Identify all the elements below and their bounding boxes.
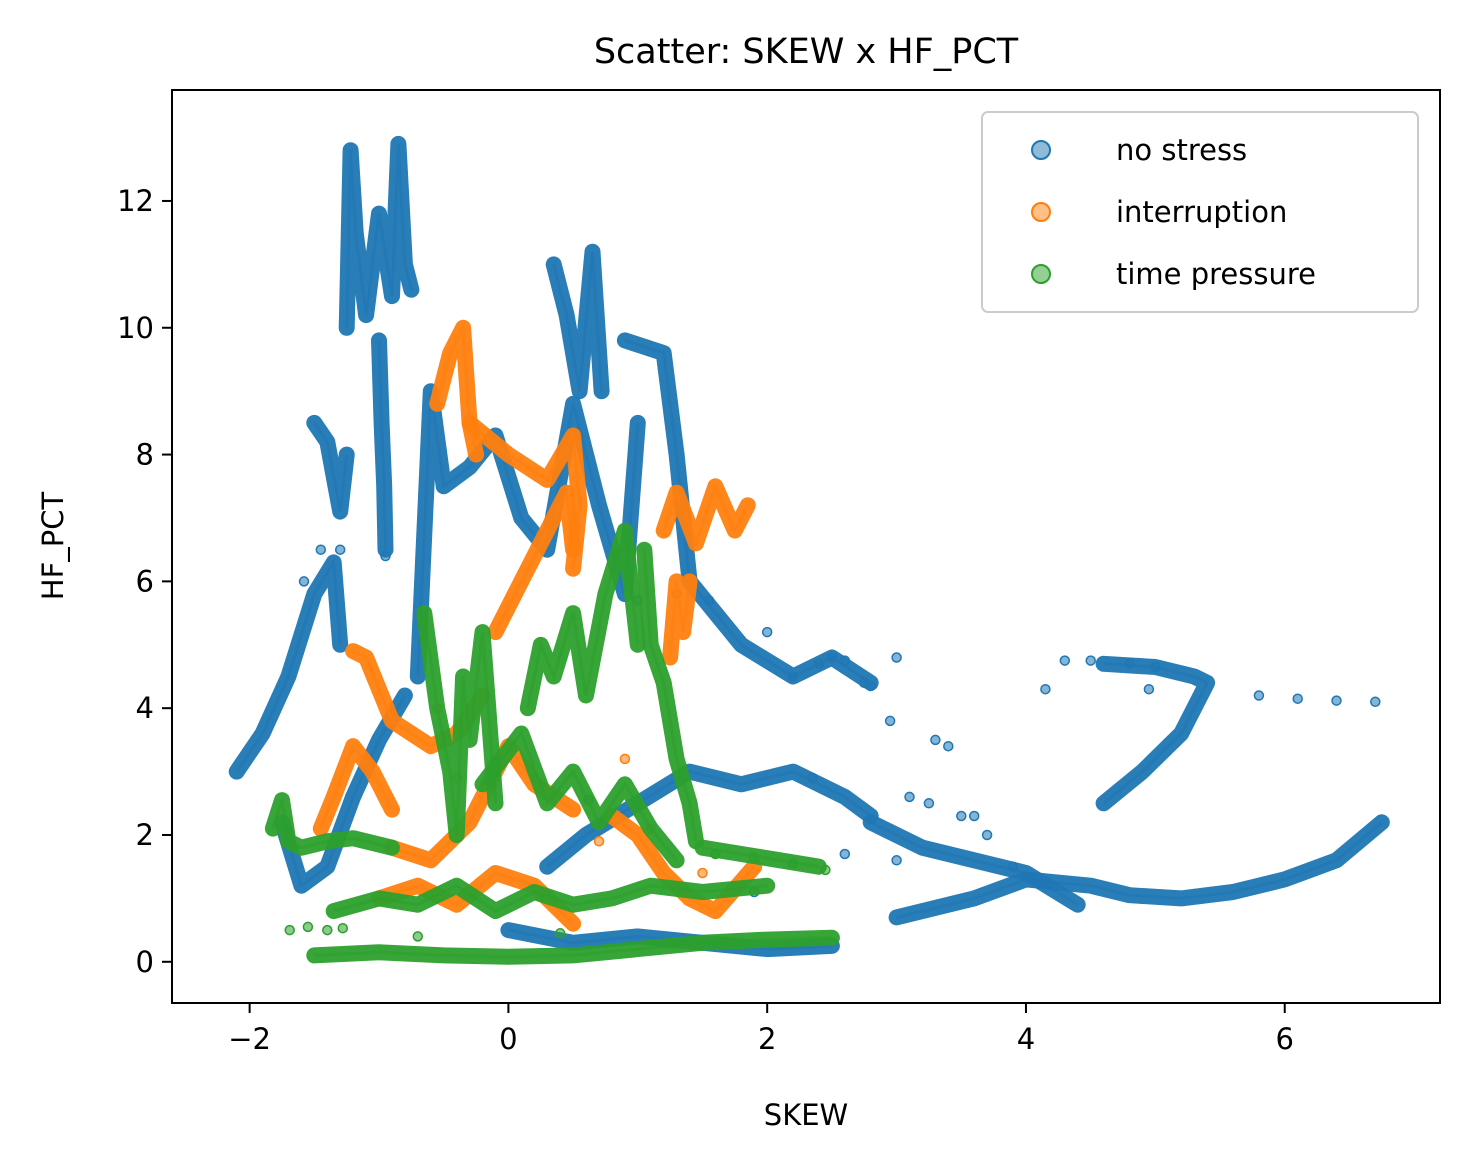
data-trail-core	[377, 340, 387, 550]
data-point	[1253, 690, 1265, 701]
data-point	[904, 791, 915, 803]
data-trail-core	[314, 936, 832, 959]
data-trail-core	[235, 557, 342, 773]
data-point	[619, 753, 631, 765]
data-point	[1331, 695, 1342, 706]
data-trail-core	[668, 581, 692, 658]
data-point	[322, 924, 333, 936]
data-point	[839, 655, 851, 666]
data-point	[1124, 658, 1135, 670]
data-trail-core	[345, 143, 413, 328]
data-point	[826, 652, 838, 663]
data-trail-core	[552, 251, 604, 392]
data-point	[761, 626, 773, 638]
data-point	[1007, 861, 1019, 872]
data-point	[956, 810, 967, 822]
data-trail-core	[271, 799, 393, 850]
data-point	[554, 928, 566, 939]
y-tick-label: 10	[117, 311, 154, 345]
data-point	[820, 864, 831, 876]
y-tick-label: 2	[136, 818, 154, 852]
data-point	[891, 855, 902, 866]
data-point	[981, 829, 993, 841]
data-point	[943, 740, 954, 752]
data-point	[315, 544, 327, 555]
legend: no stress interruption time pressure	[981, 111, 1419, 313]
data-point	[1059, 655, 1071, 666]
data-trail-core	[494, 487, 575, 633]
data-point	[284, 924, 295, 936]
data-trail-core	[546, 769, 872, 868]
data-point	[1040, 683, 1051, 695]
y-axis: 0 2 4 6 8 10 12	[117, 184, 172, 979]
data-trail-core	[319, 743, 394, 830]
y-tick-label: 6	[136, 564, 154, 598]
data-trail-core	[526, 530, 640, 709]
data-trail-core	[896, 821, 1383, 919]
data-point	[1143, 683, 1155, 695]
x-tick-label: −2	[228, 1022, 271, 1056]
legend-label: time pressure	[1116, 257, 1316, 291]
data-point	[1150, 661, 1161, 673]
data-trail-core	[662, 482, 750, 548]
data-trail-core	[702, 846, 820, 869]
data-point	[697, 867, 708, 879]
data-trail-core	[333, 883, 768, 913]
y-axis-label: HF_PCT	[36, 492, 70, 601]
x-axis: −2 0 2 4 6	[228, 1003, 1294, 1056]
x-tick-label: 0	[499, 1022, 517, 1056]
data-point	[748, 851, 760, 863]
legend-label: interruption	[1116, 195, 1287, 229]
data-trail-core	[416, 390, 640, 677]
data-point	[968, 810, 980, 822]
data-point	[302, 921, 314, 933]
y-tick-label: 0	[136, 945, 154, 979]
legend-label: no stress	[1116, 133, 1247, 167]
data-trail-core	[313, 422, 349, 512]
data-point	[813, 658, 825, 670]
plot-frame	[171, 89, 1441, 1004]
data-point	[839, 848, 851, 860]
series-no-stress	[228, 135, 1390, 958]
data-point	[298, 576, 310, 587]
data-point	[337, 922, 349, 934]
data-point	[412, 931, 424, 942]
data-point	[334, 544, 346, 555]
data-point	[703, 595, 715, 606]
x-axis-label: SKEW	[764, 1098, 848, 1132]
x-tick-label: 2	[758, 1022, 776, 1056]
y-tick-label: 4	[136, 691, 154, 725]
data-trail-core	[642, 549, 698, 842]
data-point	[884, 715, 896, 727]
data-trail-core	[468, 421, 582, 569]
x-tick-label: 4	[1017, 1022, 1035, 1056]
data-point	[593, 836, 605, 847]
data-point	[380, 550, 391, 562]
series-layer	[228, 135, 1390, 965]
legend-marker	[1031, 202, 1051, 222]
data-point	[930, 734, 941, 746]
data-point	[787, 858, 799, 869]
legend-marker	[1031, 264, 1051, 284]
data-point	[710, 848, 721, 860]
data-point	[787, 671, 799, 682]
data-point	[1370, 696, 1381, 708]
legend-marker	[1031, 140, 1051, 160]
data-point	[891, 652, 902, 663]
data-trail-core	[481, 730, 678, 862]
data-point	[923, 798, 935, 809]
data-point	[1292, 693, 1303, 704]
chart-title: Scatter: SKEW x HF_PCT	[594, 32, 1019, 72]
data-point	[1085, 655, 1096, 666]
x-tick-label: 6	[1276, 1022, 1294, 1056]
plot-area	[171, 89, 1441, 1004]
data-point	[807, 772, 818, 784]
series-time-pressure	[264, 522, 840, 965]
data-point	[865, 680, 876, 692]
data-trail-core	[422, 612, 497, 836]
legend-box	[981, 111, 1419, 313]
y-tick-label: 12	[117, 184, 154, 218]
y-tick-label: 8	[136, 438, 154, 472]
